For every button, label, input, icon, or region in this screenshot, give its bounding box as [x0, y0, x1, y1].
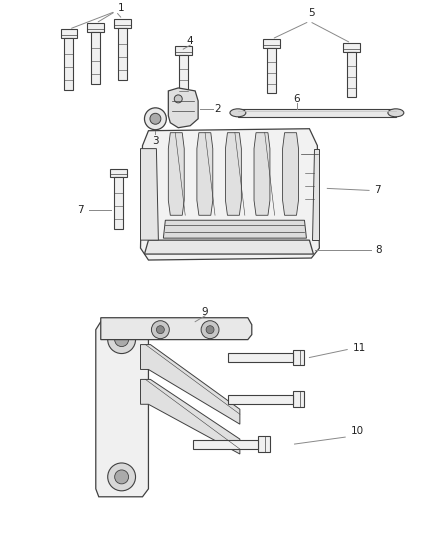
Polygon shape	[305, 158, 314, 209]
Polygon shape	[141, 129, 319, 260]
Circle shape	[156, 326, 164, 334]
Polygon shape	[114, 177, 123, 229]
Text: 3: 3	[152, 136, 159, 146]
Polygon shape	[141, 379, 240, 454]
Text: 11: 11	[353, 343, 366, 352]
Text: 7: 7	[374, 185, 380, 196]
Polygon shape	[228, 353, 293, 362]
Circle shape	[108, 326, 135, 353]
Polygon shape	[258, 436, 270, 452]
Polygon shape	[228, 395, 293, 404]
Polygon shape	[60, 29, 78, 38]
Polygon shape	[263, 39, 280, 48]
Polygon shape	[293, 350, 304, 366]
Circle shape	[206, 326, 214, 334]
Circle shape	[145, 108, 166, 130]
Circle shape	[150, 114, 161, 124]
Polygon shape	[267, 48, 276, 93]
Polygon shape	[96, 322, 148, 497]
Polygon shape	[238, 109, 396, 117]
Polygon shape	[347, 52, 356, 97]
Text: 8: 8	[376, 245, 382, 255]
Text: 10: 10	[350, 426, 364, 436]
Ellipse shape	[230, 109, 246, 117]
Polygon shape	[197, 133, 213, 215]
Circle shape	[174, 95, 182, 103]
Polygon shape	[301, 149, 318, 158]
Polygon shape	[168, 88, 198, 128]
Text: 9: 9	[202, 307, 208, 317]
Polygon shape	[110, 168, 127, 177]
Polygon shape	[118, 28, 127, 80]
Polygon shape	[101, 318, 252, 340]
Circle shape	[115, 333, 129, 346]
Text: 2: 2	[215, 104, 221, 114]
Polygon shape	[254, 133, 270, 215]
Polygon shape	[175, 46, 192, 55]
Circle shape	[115, 470, 129, 484]
Circle shape	[152, 321, 170, 338]
Polygon shape	[293, 391, 304, 407]
Polygon shape	[168, 133, 184, 215]
Polygon shape	[163, 220, 307, 238]
Polygon shape	[64, 38, 74, 90]
Polygon shape	[114, 19, 131, 28]
Circle shape	[201, 321, 219, 338]
Polygon shape	[193, 440, 258, 449]
Text: 6: 6	[293, 94, 300, 104]
Circle shape	[108, 463, 135, 491]
Polygon shape	[179, 55, 188, 100]
Text: 5: 5	[308, 9, 315, 18]
Polygon shape	[226, 133, 241, 215]
Polygon shape	[283, 133, 298, 215]
Polygon shape	[87, 23, 104, 32]
Polygon shape	[141, 149, 159, 240]
Polygon shape	[91, 32, 100, 84]
Text: 7: 7	[78, 205, 84, 215]
Text: 1: 1	[117, 3, 124, 13]
Polygon shape	[343, 43, 360, 52]
Polygon shape	[141, 345, 240, 424]
Ellipse shape	[388, 109, 404, 117]
Polygon shape	[312, 149, 319, 240]
Text: 4: 4	[187, 36, 194, 46]
Polygon shape	[145, 240, 314, 254]
